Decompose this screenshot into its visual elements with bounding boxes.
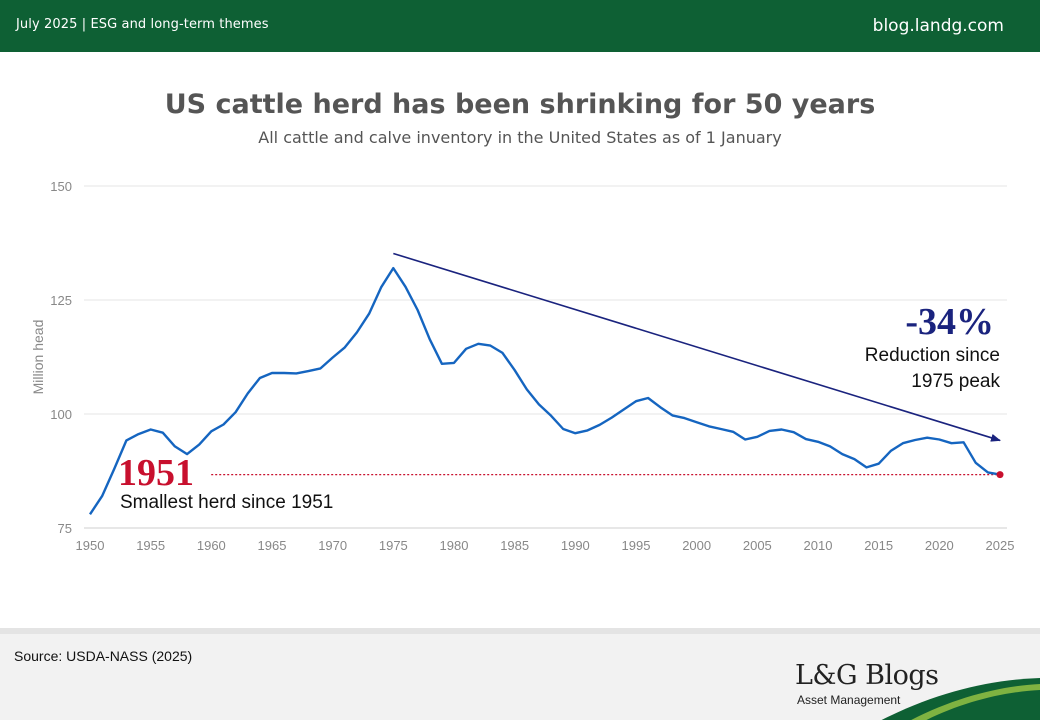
series-line-cattle-inventory — [89, 266, 1001, 515]
y-axis-label: Million head — [30, 320, 46, 395]
series-group — [89, 266, 1004, 515]
brand-subtitle: Asset Management — [797, 693, 901, 707]
axes: 75 100 125 150 1950 1955 1960 1965 1970 1975 1980 1… — [50, 179, 1014, 553]
x-tick-label: 1975 — [379, 538, 408, 553]
chart-title: US cattle herd has been shrinking for 50… — [164, 89, 876, 120]
header-bar: July 2025 | ESG and long-term themes blo… — [0, 0, 1040, 52]
x-tick-label: 2025 — [986, 538, 1015, 553]
site-link[interactable]: blog.landg.com — [872, 16, 1004, 36]
line-chart: 75 100 125 150 1950 1955 1960 1965 1970 1975 1980 1… — [30, 179, 1014, 553]
header-breadcrumb: July 2025 | ESG and long-term themes — [16, 17, 269, 32]
end-point-marker — [996, 471, 1004, 479]
y-tick-label: 75 — [58, 521, 72, 536]
x-tick-label: 1965 — [258, 538, 287, 553]
year-text: Smallest herd since 1951 — [120, 492, 333, 513]
x-tick-label: 2000 — [682, 538, 711, 553]
x-tick-label: 1960 — [197, 538, 226, 553]
x-tick-label: 1950 — [76, 538, 105, 553]
year-value: 1951 — [118, 452, 194, 494]
footer: Source: USDA-NASS (2025) L&G Blogs Asset… — [0, 628, 1040, 720]
brand-logo: L&G Blogs — [795, 660, 939, 691]
x-tick-label: 2005 — [743, 538, 772, 553]
reduction-text-line2: 1975 peak — [911, 371, 1000, 392]
trend-arrow-group — [393, 252, 1001, 442]
reduction-value: -34% — [905, 301, 994, 343]
x-tick-label: 1980 — [440, 538, 469, 553]
x-tick-label: 1985 — [500, 538, 529, 553]
y-tick-label: 125 — [50, 293, 72, 308]
reduction-text-line1: Reduction since — [865, 345, 1000, 366]
x-tick-label: 1990 — [561, 538, 590, 553]
x-tick-label: 1970 — [318, 538, 347, 553]
x-tick-label: 1995 — [622, 538, 651, 553]
source-note: Source: USDA-NASS (2025) — [14, 648, 193, 664]
trend-arrow — [393, 252, 1001, 442]
chart-subtitle: All cattle and calve inventory in the Un… — [258, 128, 782, 147]
y-tick-label: 150 — [50, 179, 72, 194]
y-tick-label: 100 — [50, 407, 72, 422]
brand-swoosh — [881, 678, 1040, 720]
x-tick-label: 1955 — [136, 538, 165, 553]
x-tick-label: 2020 — [925, 538, 954, 553]
x-tick-label: 2010 — [804, 538, 833, 553]
x-tick-label: 2015 — [864, 538, 893, 553]
